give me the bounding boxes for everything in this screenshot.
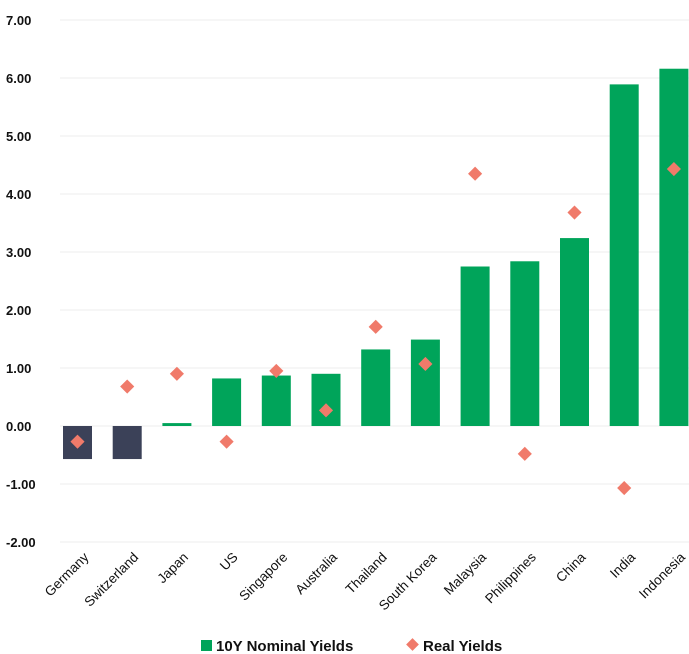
y-tick-label: -1.00 <box>6 477 36 492</box>
legend-label-real: Real Yields <box>423 638 502 654</box>
bar-nominal-yield <box>361 349 391 426</box>
bar-nominal-yield <box>609 84 639 426</box>
bar-nominal-yield <box>162 423 192 426</box>
x-tick-label: Germany <box>42 549 92 599</box>
x-tick-label: Australia <box>292 549 340 597</box>
marker-real-yield <box>418 356 433 372</box>
marker-real-yield <box>617 480 632 496</box>
x-tick-label: Japan <box>154 550 191 587</box>
marker-real-yield <box>269 363 284 378</box>
marker-real-yield <box>219 434 234 449</box>
y-tick-label: 1.00 <box>6 361 31 376</box>
bar-nominal-yield <box>560 238 589 426</box>
legend-swatch-real <box>406 638 419 651</box>
bar-nominal-yield <box>112 426 142 460</box>
marker-real-yield <box>517 446 532 461</box>
x-tick-label: Philippines <box>482 549 539 606</box>
marker-real-yield <box>318 403 334 418</box>
marker-real-yield <box>169 366 184 381</box>
y-tick-label: 0.00 <box>6 419 31 434</box>
y-tick-label: 6.00 <box>6 71 31 86</box>
x-tick-label: Indonesia <box>636 549 688 601</box>
x-tick-label: India <box>607 549 639 581</box>
legend-swatch-nominal <box>201 640 212 651</box>
marker-real-yield <box>666 161 681 177</box>
y-tick-label: 2.00 <box>6 303 31 318</box>
bar-nominal-yield <box>212 378 242 426</box>
bar-nominal-yield <box>311 373 341 426</box>
y-tick-label: 3.00 <box>6 245 31 260</box>
x-tick-label: China <box>553 549 589 585</box>
marker-real-yield <box>120 379 135 394</box>
y-tick-label: 5.00 <box>6 129 31 144</box>
grid-lines <box>60 19 689 543</box>
x-tick-label: Singapore <box>236 550 290 604</box>
legend: 10Y Nominal Yields Real Yields <box>201 638 502 654</box>
bar-nominal-yield <box>510 261 540 426</box>
bar-nominal-yield <box>659 68 689 426</box>
x-tick-label: Switzerland <box>81 550 141 610</box>
marker-real-yield <box>567 205 582 220</box>
bar-nominal-yield <box>410 339 440 426</box>
bar-nominal-yield <box>460 266 490 426</box>
marker-real-yield <box>368 319 383 334</box>
marker-real-yield <box>70 434 85 449</box>
x-tick-label: Malaysia <box>441 549 490 598</box>
marker-real-yield <box>468 166 483 181</box>
legend-label-nominal: 10Y Nominal Yields <box>216 638 353 654</box>
y-tick-label: 7.00 <box>6 13 31 28</box>
bar-nominal-yield <box>261 375 291 426</box>
y-axis-ticks: 7.00 6.00 5.00 4.00 3.00 2.00 1.00 0.00 -1.00 -2.… <box>6 13 36 550</box>
y-tick-label: 4.00 <box>6 187 31 202</box>
x-tick-label: Thailand <box>343 550 390 597</box>
marker-series <box>70 161 681 496</box>
x-tick-label: US <box>217 550 241 574</box>
y-tick-label: -2.00 <box>6 535 36 550</box>
bar-series <box>63 68 689 460</box>
